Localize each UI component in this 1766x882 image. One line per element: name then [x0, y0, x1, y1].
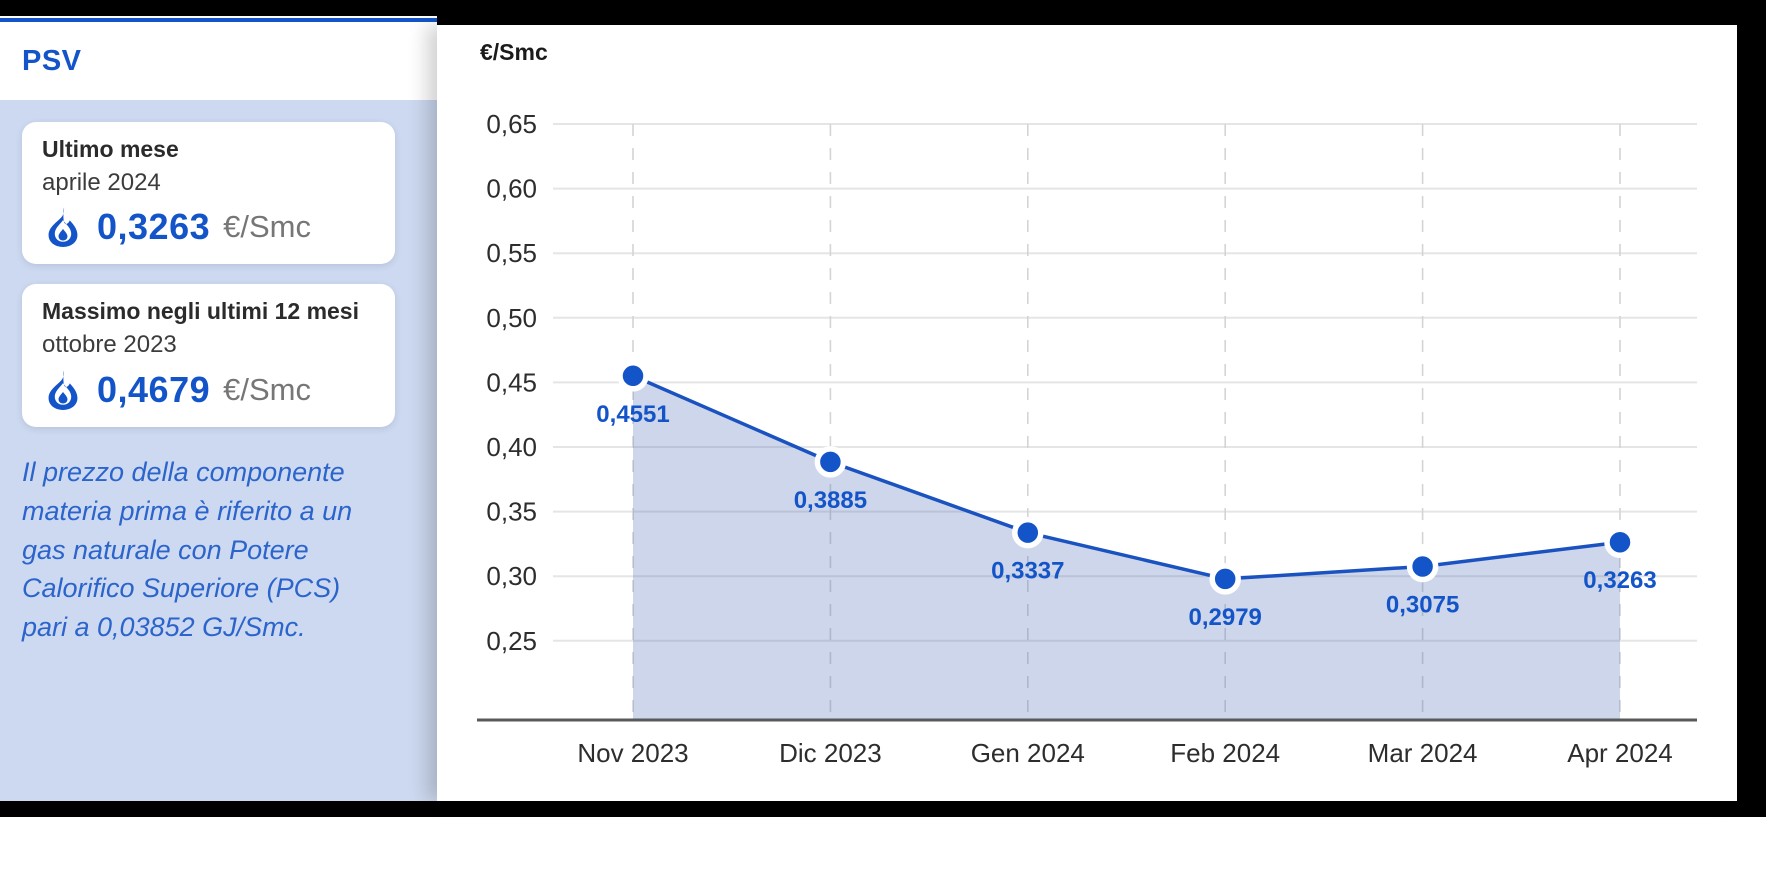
y-tick-label: 0,65 [486, 109, 537, 139]
y-tick-label: 0,30 [486, 561, 537, 591]
x-axis-label: Feb 2024 [1170, 738, 1280, 768]
x-axis-label: Mar 2024 [1368, 738, 1478, 768]
price-value-row: 0,3263 €/Smc [42, 206, 375, 248]
x-axis-label: Apr 2024 [1567, 738, 1673, 768]
price-card-period: ottobre 2023 [42, 330, 177, 358]
data-point[interactable] [814, 446, 847, 478]
price-unit: €/Smc [223, 371, 311, 407]
y-tick-label: 0,40 [486, 432, 537, 462]
price-card-latest-month: Ultimo mese aprile 2024 0,3263 €/Smc [22, 122, 395, 265]
sidebar-panel: Ultimo mese aprile 2024 0,3263 €/Smc Mas… [0, 100, 437, 801]
accent-top-rule [0, 18, 440, 22]
chart-unit-label: €/Smc [480, 39, 548, 65]
page-title: PSV [22, 44, 82, 77]
sidebar: PSV Ultimo mese aprile 2024 0,3263 €/Smc… [0, 22, 437, 801]
chart-card: €/Smc 0,4551 0,3885 0,3337 0,2979 0,3075 0,32… [437, 25, 1737, 801]
y-tick-label: 0,55 [486, 238, 537, 268]
price-value: 0,4679 [97, 368, 211, 410]
data-point[interactable] [1406, 550, 1439, 583]
data-point-label: 0,3337 [991, 558, 1064, 585]
y-tick-label: 0,50 [486, 303, 537, 333]
x-axis-label: Gen 2024 [971, 738, 1085, 768]
y-tick-label: 0,35 [486, 497, 537, 527]
chart-card-frame: €/Smc 0,4551 0,3885 0,3337 0,2979 0,3075 0,32… [437, 0, 1766, 817]
price-card-title: Ultimo mese [42, 136, 179, 162]
y-tick-label: 0,25 [486, 626, 537, 656]
data-point[interactable] [1604, 526, 1636, 558]
x-axis-label: Dic 2023 [779, 738, 882, 768]
data-point-label: 0,3075 [1386, 592, 1459, 619]
y-tick-label: 0,60 [486, 174, 537, 204]
price-card-period: aprile 2024 [42, 168, 161, 196]
flame-icon [48, 207, 78, 248]
data-point[interactable] [617, 360, 649, 392]
data-point-label: 0,3263 [1583, 567, 1656, 594]
flame-icon [48, 370, 78, 410]
data-point-label: 0,4551 [596, 401, 669, 428]
x-axis-label: Nov 2023 [577, 738, 688, 768]
price-card-title: Massimo negli ultimi 12 mesi [42, 298, 359, 325]
price-card-12m-max: Massimo negli ultimi 12 mesi ottobre 202… [22, 284, 395, 427]
price-line [632, 374, 1621, 581]
data-point[interactable] [1209, 563, 1241, 595]
price-value: 0,3263 [97, 206, 211, 248]
pcs-reference-note: Il prezzo della componente materia prima… [22, 456, 353, 643]
price-area-chart: 0,4551 0,3885 0,3337 0,2979 0,3075 0,3263 0,65… [477, 109, 1697, 768]
data-point-label: 0,2979 [1188, 604, 1261, 631]
area-fill [633, 375, 1620, 720]
sidebar-header: PSV [0, 22, 437, 100]
price-unit: €/Smc [223, 209, 311, 245]
torn-edge-bottom [0, 801, 1766, 817]
price-value-row: 0,4679 €/Smc [42, 369, 375, 411]
data-point[interactable] [1012, 516, 1044, 549]
y-tick-label: 0,45 [486, 367, 537, 397]
data-point-label: 0,3885 [794, 487, 867, 514]
